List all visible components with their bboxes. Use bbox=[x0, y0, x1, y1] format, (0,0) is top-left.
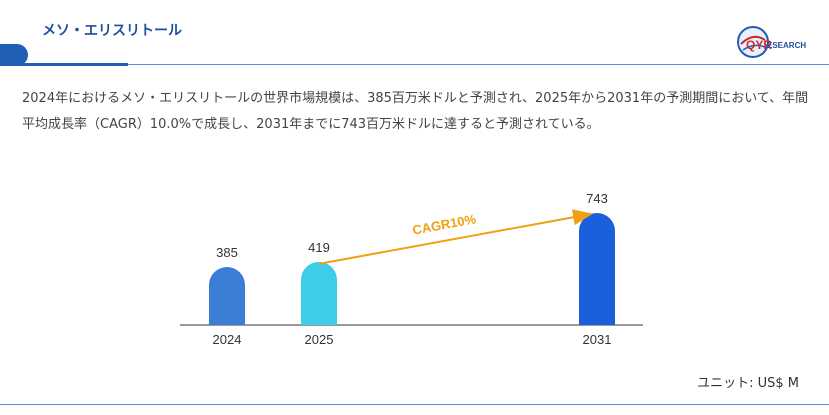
value-label-2025: 419 bbox=[308, 240, 330, 255]
header-accent-line bbox=[0, 63, 128, 66]
value-label-2024: 385 bbox=[216, 245, 238, 260]
footer-divider bbox=[0, 404, 829, 405]
bar-2025 bbox=[301, 261, 337, 325]
cagr-annotation: CAGR10% bbox=[411, 211, 477, 237]
category-label-2031: 2031 bbox=[583, 332, 612, 347]
category-label-2025: 2025 bbox=[305, 332, 334, 347]
unit-label: ユニット: US$ M bbox=[697, 376, 799, 391]
qyr-logo-icon bbox=[737, 26, 769, 58]
value-label-2031: 743 bbox=[586, 191, 608, 206]
cagr-arrow bbox=[318, 209, 593, 265]
market-description: 2024年におけるメソ・エリスリトールの世界市場規模は、385百万米ドルと予測さ… bbox=[22, 91, 809, 132]
category-label-2024: 2024 bbox=[213, 332, 242, 347]
logo-text: QYR bbox=[746, 38, 773, 52]
logo-subtext: ESEARCH bbox=[767, 41, 807, 50]
bar-2024 bbox=[209, 266, 245, 325]
page-title: メソ・エリスリトール bbox=[42, 23, 182, 39]
header-divider bbox=[128, 64, 829, 65]
header-accent-pill bbox=[0, 44, 28, 66]
bar-2031 bbox=[579, 213, 615, 325]
